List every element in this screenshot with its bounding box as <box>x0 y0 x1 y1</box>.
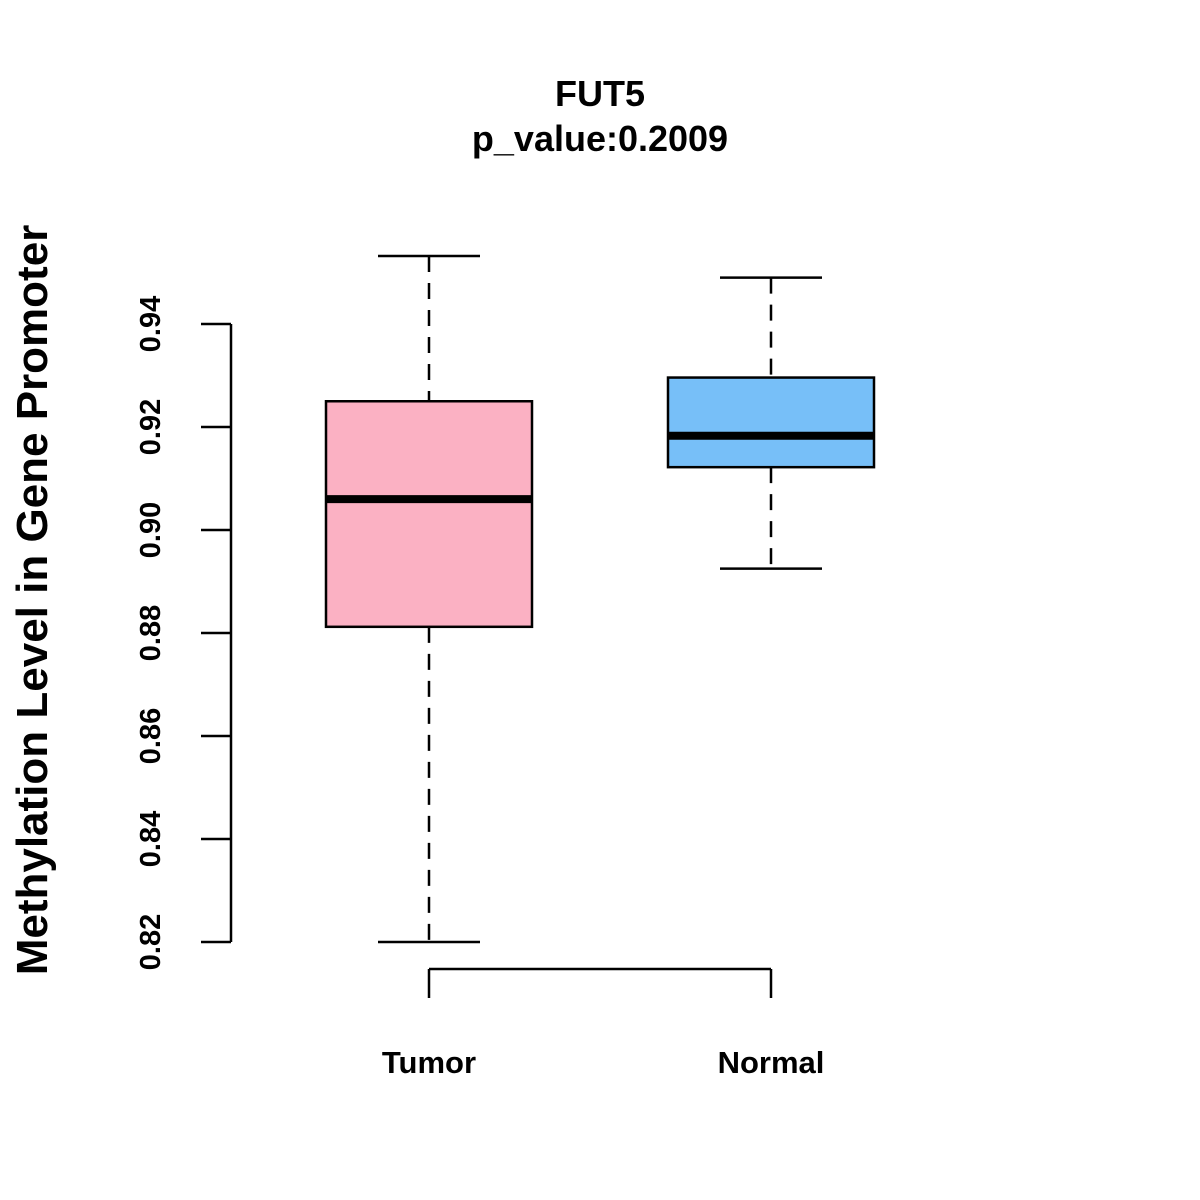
chart-subtitle: p_value:0.2009 <box>472 118 728 159</box>
y-tick-label: 0.90 <box>135 502 167 558</box>
y-axis-label: Methylation Level in Gene Promoter <box>8 225 57 976</box>
iqr-box <box>324 400 534 629</box>
y-tick-label: 0.94 <box>135 296 167 352</box>
x-tick-label: Tumor <box>382 1045 476 1080</box>
x-tick-label: Normal <box>718 1045 825 1080</box>
y-tick-label: 0.84 <box>135 811 167 867</box>
y-tick-label: 0.88 <box>135 605 167 661</box>
iqr-box <box>666 376 876 469</box>
x-axis: Tumor Normal <box>382 967 825 1080</box>
y-axis: 0.82 0.84 0.86 0.88 0.90 0.92 0.94 <box>135 296 233 970</box>
y-tick-label: 0.86 <box>135 708 167 764</box>
box-group <box>324 254 876 944</box>
box-normal <box>666 276 876 570</box>
box-tumor <box>324 254 534 944</box>
chart-title: FUT5 <box>555 73 645 114</box>
y-tick-label: 0.82 <box>135 914 167 970</box>
y-tick-label: 0.92 <box>135 399 167 455</box>
